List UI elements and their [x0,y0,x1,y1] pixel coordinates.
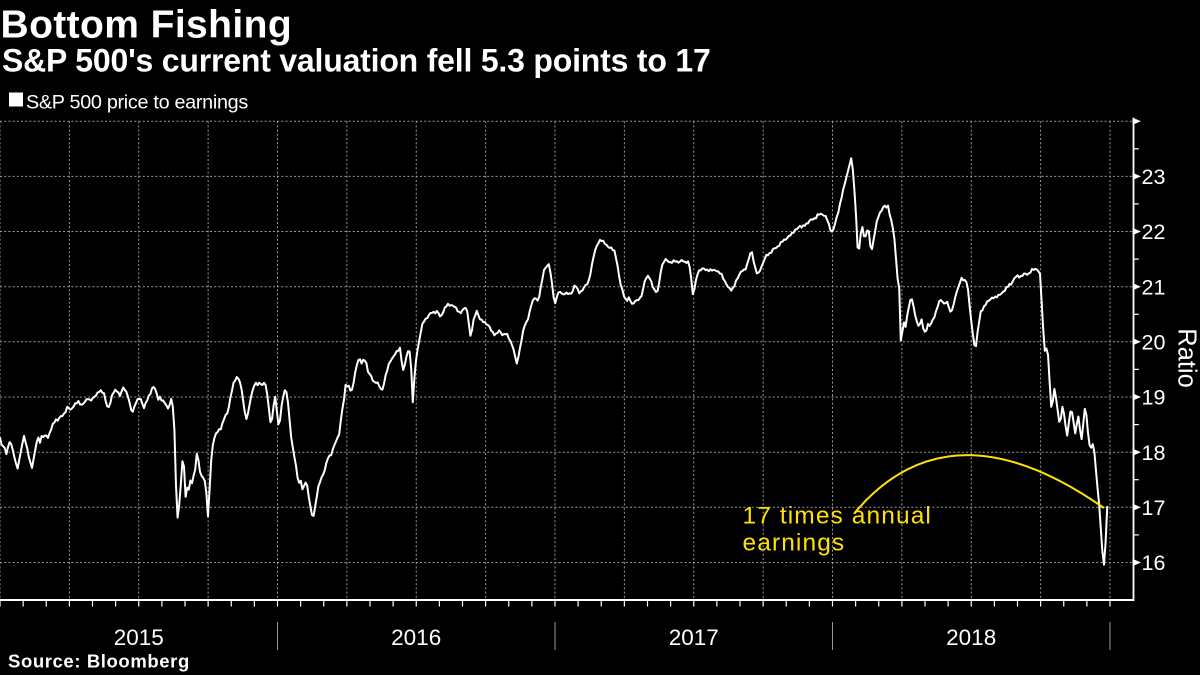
svg-text:2015: 2015 [114,625,164,650]
svg-text:17 times annual: 17 times annual [743,503,932,530]
svg-text:Bottom Fishing: Bottom Fishing [1,4,293,47]
svg-text:16: 16 [1142,551,1166,575]
svg-text:19: 19 [1142,386,1166,410]
svg-text:earnings: earnings [743,530,846,557]
svg-text:21: 21 [1142,275,1166,299]
svg-text:2018: 2018 [946,625,996,650]
svg-text:Source: Bloomberg: Source: Bloomberg [8,651,190,672]
svg-text:18: 18 [1142,441,1166,465]
svg-text:S&P 500's current valuation fe: S&P 500's current valuation fell 5.3 poi… [2,42,711,78]
svg-text:23: 23 [1142,165,1166,189]
svg-text:17: 17 [1142,496,1166,520]
svg-text:Ratio: Ratio [1172,328,1200,388]
svg-text:S&P 500 price to earnings: S&P 500 price to earnings [26,91,248,113]
svg-text:20: 20 [1142,330,1166,354]
svg-text:2016: 2016 [391,625,441,650]
svg-text:2017: 2017 [669,625,719,650]
svg-text:22: 22 [1142,220,1166,244]
